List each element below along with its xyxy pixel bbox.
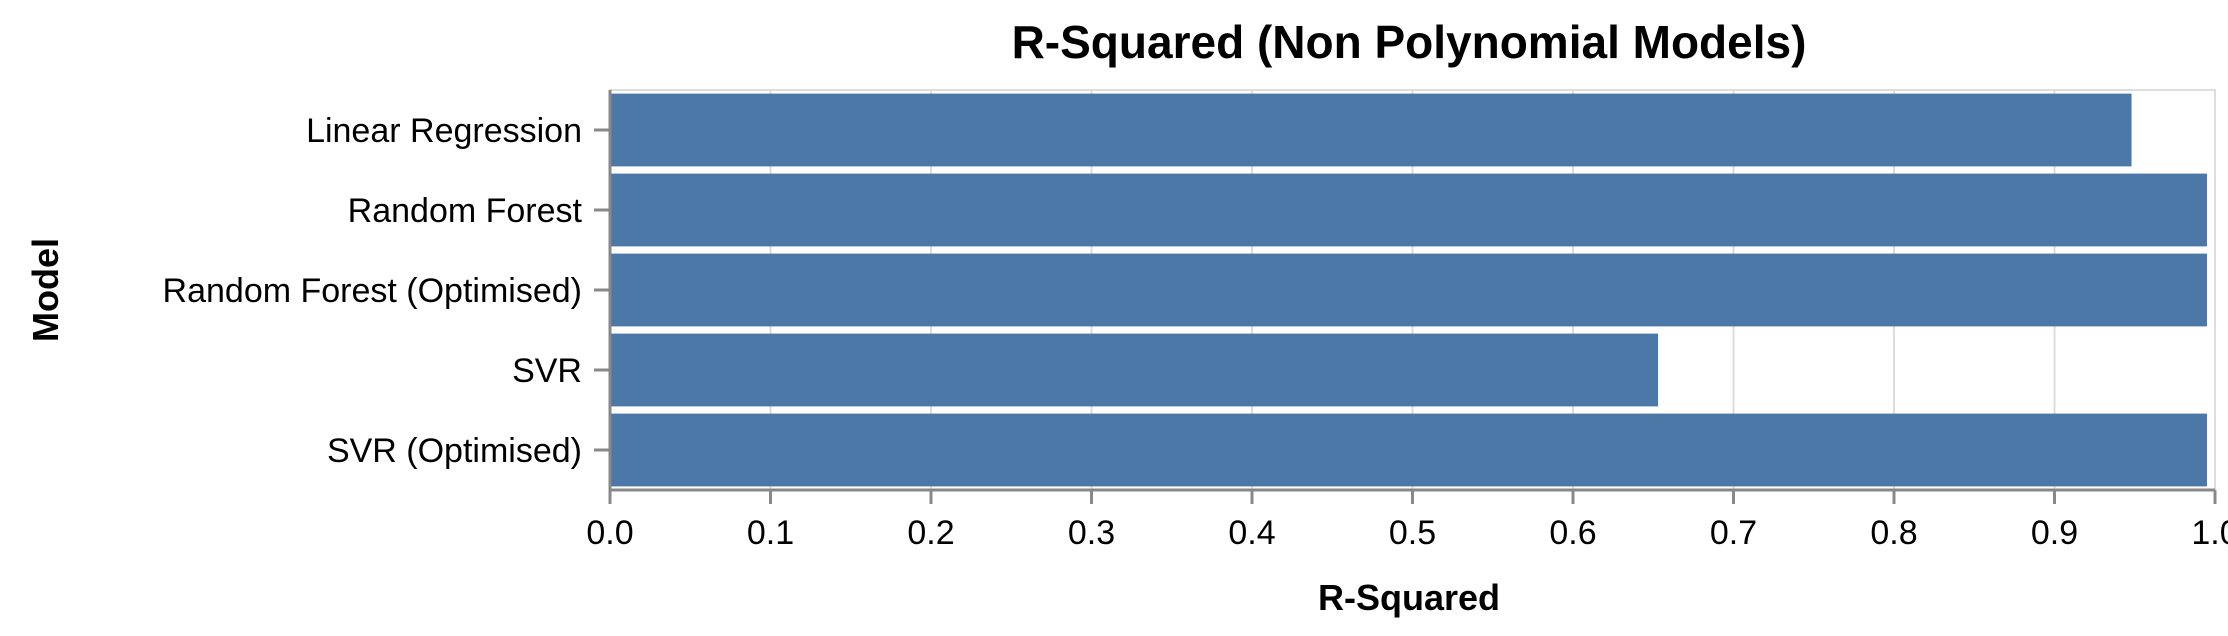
x-tick-label: 0.4 <box>1228 514 1275 552</box>
x-axis-title: R-Squared <box>1318 577 1500 618</box>
x-tick-label: 0.3 <box>1068 514 1115 552</box>
bar-random-forest-optimised <box>610 253 2207 327</box>
y-axis-title: Model <box>25 238 66 342</box>
x-tick-label: 0.2 <box>907 514 954 552</box>
x-tick-label: 0.0 <box>586 514 633 552</box>
x-tick-label: 0.7 <box>1710 514 1757 552</box>
x-tick-label: 0.9 <box>2031 514 2078 552</box>
bar-linear-regression <box>610 93 2132 167</box>
chart-title: R-Squared (Non Polynomial Models) <box>1012 16 1807 68</box>
x-tick-label: 0.8 <box>1870 514 1917 552</box>
x-tick-label: 1.0 <box>2191 514 2228 552</box>
bar-random-forest <box>610 173 2207 247</box>
y-tick-label: Random Forest <box>348 192 583 230</box>
y-tick-label: SVR (Optimised) <box>327 432 582 470</box>
y-tick-label: SVR <box>512 352 582 390</box>
x-tick-label: 0.6 <box>1549 514 1596 552</box>
bar-svr <box>610 333 1659 407</box>
y-tick-label: Random Forest (Optimised) <box>163 272 582 310</box>
y-tick-label: Linear Regression <box>306 112 582 150</box>
x-tick-label: 0.1 <box>747 514 794 552</box>
bars <box>610 93 2207 487</box>
x-tick-label: 0.5 <box>1389 514 1436 552</box>
bar-svr-optimised <box>610 413 2207 487</box>
axes: 0.0 0.1 0.2 0.3 0.4 0.5 0.6 0.7 0.8 0.9 1.0 Linear … <box>163 90 2228 552</box>
